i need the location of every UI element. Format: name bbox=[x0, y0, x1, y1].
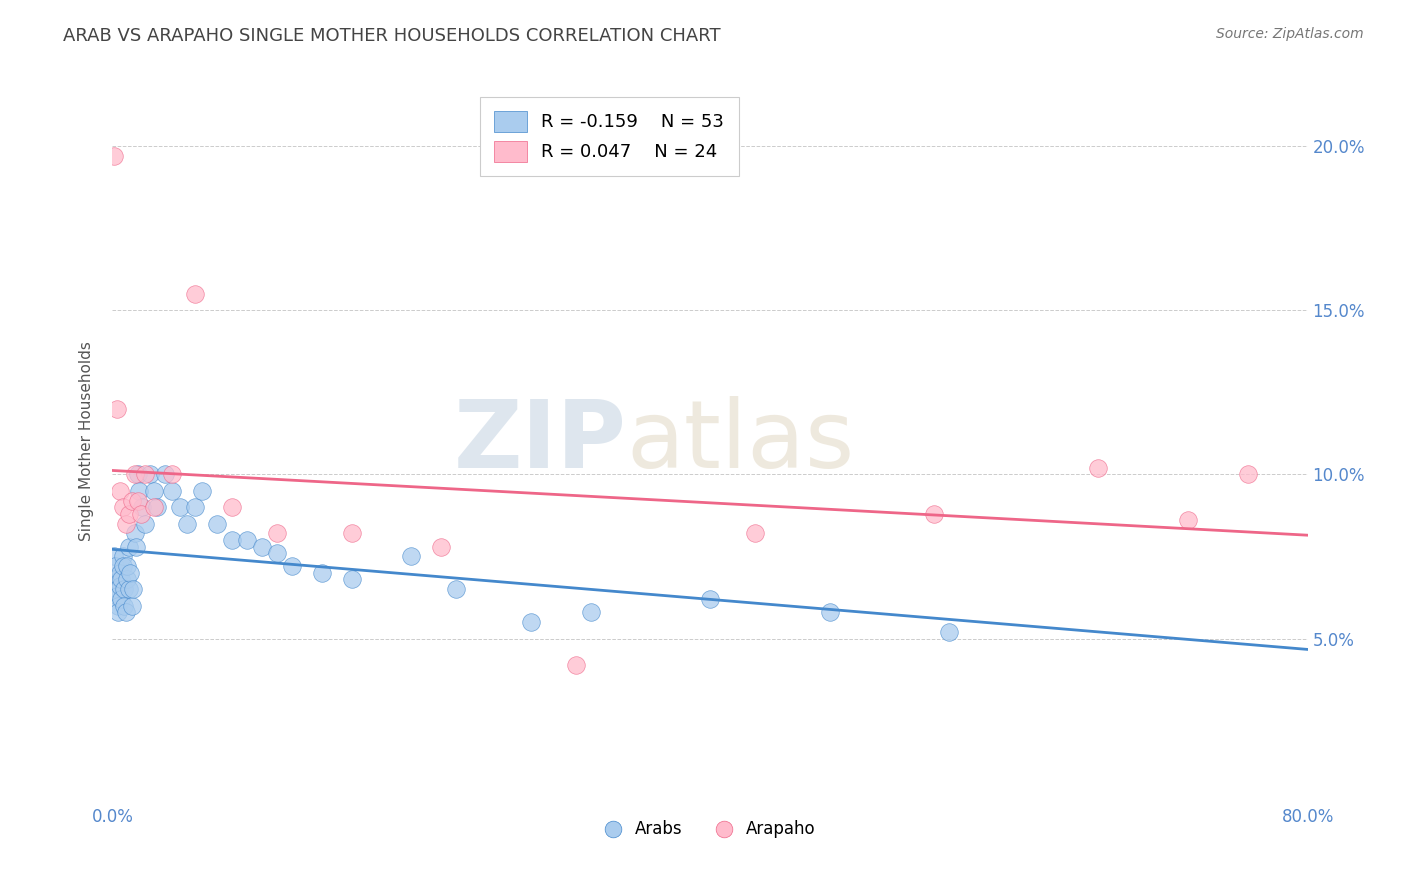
Point bbox=[108, 579, 131, 593]
Point bbox=[110, 573, 132, 587]
Point bbox=[134, 467, 156, 482]
Point bbox=[401, 549, 423, 564]
Point bbox=[176, 516, 198, 531]
Point bbox=[111, 549, 134, 564]
Point bbox=[111, 559, 134, 574]
Point bbox=[266, 546, 288, 560]
Text: ZIP: ZIP bbox=[454, 395, 627, 488]
Point bbox=[105, 589, 128, 603]
Point bbox=[169, 500, 191, 515]
Point bbox=[191, 483, 214, 498]
Point bbox=[114, 582, 135, 597]
Point bbox=[105, 582, 128, 597]
Point bbox=[115, 516, 138, 531]
Point bbox=[103, 149, 125, 163]
Point bbox=[125, 540, 148, 554]
Point bbox=[124, 526, 146, 541]
Point bbox=[205, 516, 228, 531]
Point bbox=[107, 605, 129, 619]
Point bbox=[444, 582, 467, 597]
Point bbox=[266, 526, 288, 541]
Point bbox=[250, 540, 273, 554]
Point bbox=[129, 507, 152, 521]
Point bbox=[1087, 460, 1109, 475]
Point bbox=[128, 483, 150, 498]
Point bbox=[115, 605, 138, 619]
Point bbox=[699, 592, 721, 607]
Point bbox=[111, 500, 134, 515]
Point bbox=[162, 483, 183, 498]
Point bbox=[1237, 467, 1260, 482]
Point bbox=[430, 540, 453, 554]
Point bbox=[162, 467, 183, 482]
Point bbox=[110, 592, 132, 607]
Point bbox=[108, 483, 131, 498]
Point bbox=[340, 526, 363, 541]
Point bbox=[121, 599, 143, 613]
Point bbox=[143, 483, 166, 498]
Point bbox=[579, 605, 602, 619]
Point bbox=[221, 533, 243, 547]
Point bbox=[118, 507, 141, 521]
Point bbox=[183, 500, 205, 515]
Point bbox=[104, 573, 127, 587]
Point bbox=[127, 493, 149, 508]
Point bbox=[122, 582, 145, 597]
Point bbox=[114, 599, 135, 613]
Point bbox=[139, 467, 162, 482]
Text: Source: ZipAtlas.com: Source: ZipAtlas.com bbox=[1216, 27, 1364, 41]
Point bbox=[105, 401, 128, 416]
Point bbox=[564, 657, 586, 672]
Point bbox=[117, 573, 139, 587]
Point bbox=[1177, 513, 1199, 527]
Point bbox=[117, 559, 139, 574]
Point bbox=[221, 500, 243, 515]
Point bbox=[236, 533, 259, 547]
Point bbox=[183, 286, 205, 301]
Point bbox=[146, 500, 169, 515]
Legend: Arabs, Arapaho: Arabs, Arapaho bbox=[598, 814, 823, 845]
Point bbox=[520, 615, 543, 630]
Point bbox=[107, 599, 129, 613]
Point bbox=[922, 507, 945, 521]
Point bbox=[118, 582, 141, 597]
Point bbox=[744, 526, 766, 541]
Point bbox=[108, 566, 131, 580]
Point bbox=[124, 467, 146, 482]
Point bbox=[143, 500, 166, 515]
Point bbox=[818, 605, 841, 619]
Text: ARAB VS ARAPAHO SINGLE MOTHER HOUSEHOLDS CORRELATION CHART: ARAB VS ARAPAHO SINGLE MOTHER HOUSEHOLDS… bbox=[63, 27, 721, 45]
Point bbox=[938, 625, 960, 640]
Point bbox=[103, 549, 125, 564]
Point bbox=[131, 500, 153, 515]
Point bbox=[311, 566, 333, 580]
Point bbox=[121, 493, 143, 508]
Point bbox=[134, 516, 156, 531]
Point bbox=[281, 559, 304, 574]
Point bbox=[127, 467, 149, 482]
Y-axis label: Single Mother Households: Single Mother Households bbox=[79, 342, 94, 541]
Point bbox=[340, 573, 363, 587]
Text: atlas: atlas bbox=[627, 395, 855, 488]
Point bbox=[153, 467, 176, 482]
Point bbox=[120, 566, 142, 580]
Point bbox=[118, 540, 141, 554]
Point bbox=[104, 559, 127, 574]
